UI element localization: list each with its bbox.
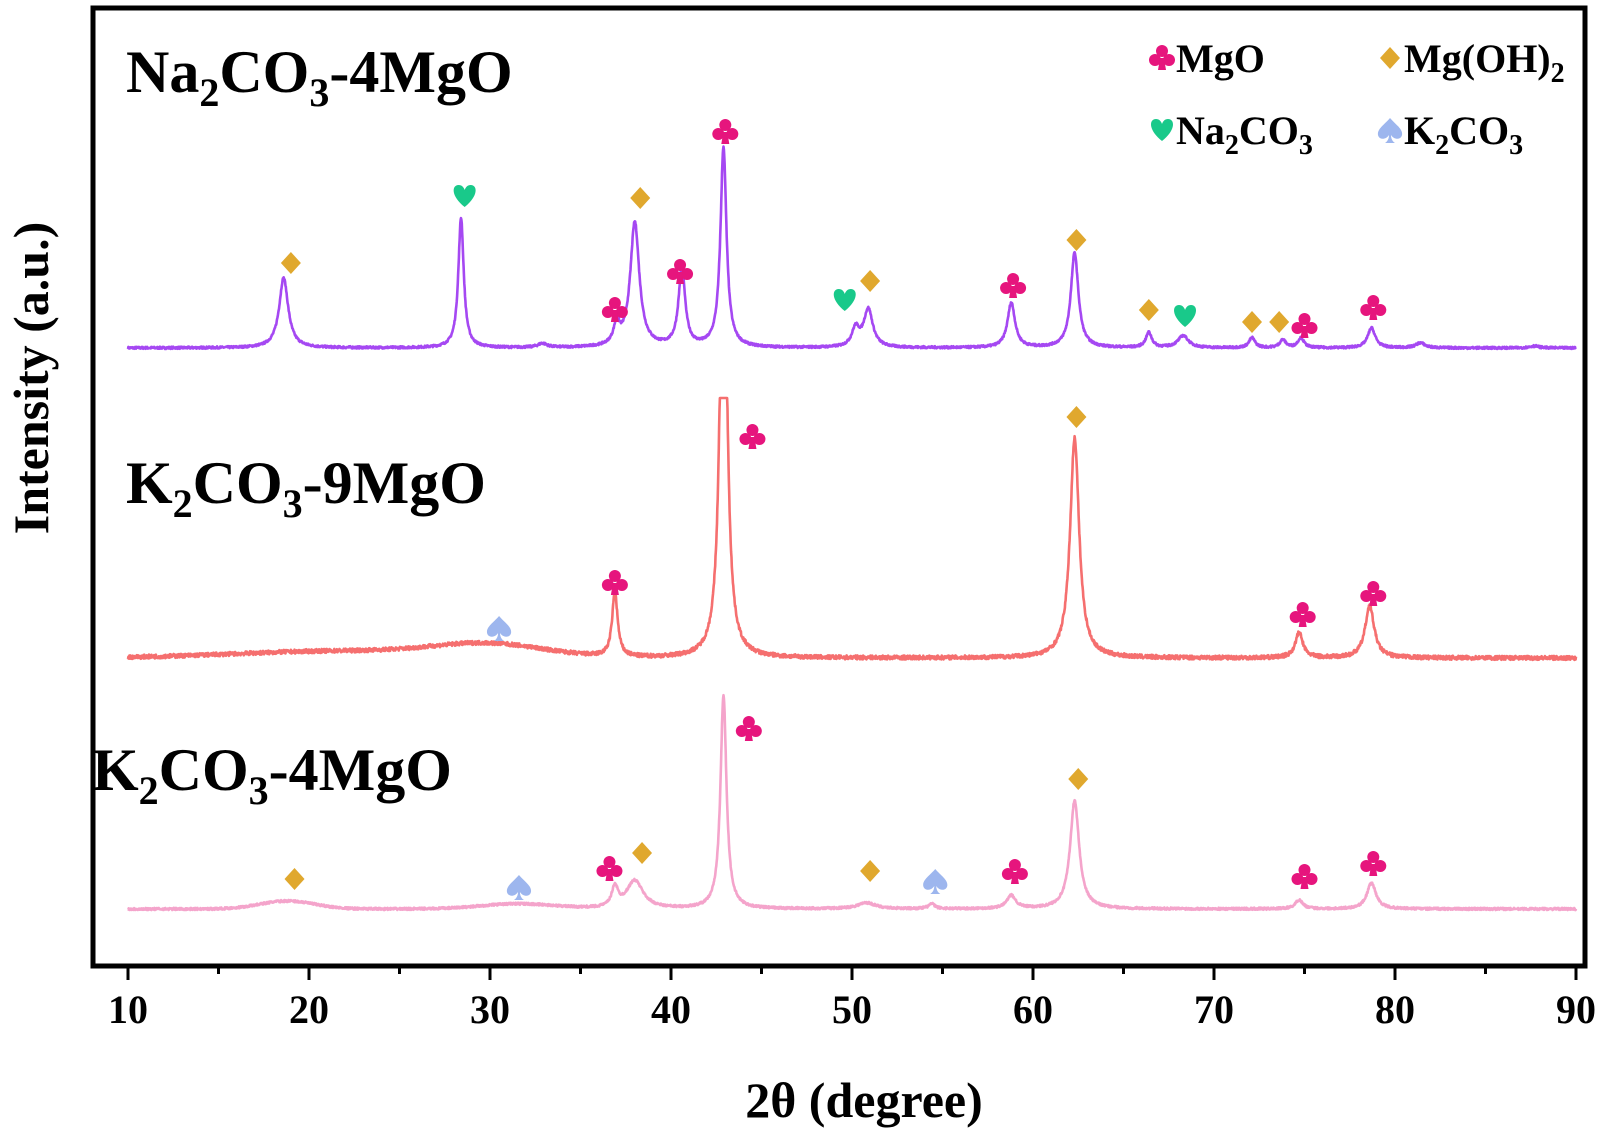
- x-tick-label: 90: [1556, 987, 1596, 1032]
- club-marker: [1001, 859, 1028, 884]
- x-tick-label: 60: [1013, 987, 1053, 1032]
- club-marker: [667, 259, 694, 284]
- club-marker: [1360, 295, 1387, 320]
- club-marker: [1291, 313, 1318, 338]
- diamond-marker: [860, 270, 881, 292]
- diamond-marker: [280, 252, 301, 274]
- x-axis: 10 20 30 40 50 60 70 80 90: [108, 966, 1596, 1032]
- legend-item-3: Na2CO3: [1151, 108, 1313, 161]
- diamond-marker: [1138, 299, 1159, 321]
- x-tick-label: 40: [651, 987, 691, 1032]
- spade-marker: [486, 616, 512, 641]
- traces-layer: [126, 145, 1578, 912]
- club-marker: [735, 716, 762, 741]
- diamond-marker: [632, 842, 653, 864]
- club-marker: [1360, 581, 1387, 606]
- club-marker: [1291, 864, 1318, 889]
- legend-label: MgO: [1176, 36, 1265, 81]
- legend-label: K2CO3: [1404, 108, 1523, 161]
- trace-series-3: [127, 693, 1578, 912]
- x-tick-label: 20: [289, 987, 329, 1032]
- heart-marker: [1174, 305, 1197, 327]
- spade-marker: [506, 875, 532, 900]
- diamond-marker: [860, 860, 881, 882]
- trace-series-2: [126, 396, 1578, 662]
- heart-marker: [453, 185, 476, 207]
- legend: MgO Mg(OH)2 Na2CO3 K2CO3: [1149, 36, 1565, 161]
- club-marker: [1289, 602, 1316, 627]
- spade-icon: [1377, 118, 1403, 143]
- legend-label: Na2CO3: [1176, 108, 1313, 161]
- club-marker: [1360, 851, 1387, 876]
- club-icon: [1149, 45, 1175, 70]
- x-tick-label: 50: [832, 987, 872, 1032]
- peak-markers-layer: [280, 119, 1387, 900]
- diamond-marker: [284, 868, 305, 890]
- sample-label-1: Na2CO3-4MgO: [126, 39, 513, 115]
- x-tick-label: 80: [1375, 987, 1415, 1032]
- x-tick-label: 30: [470, 987, 510, 1032]
- heart-marker: [833, 289, 856, 311]
- legend-label: Mg(OH)2: [1404, 36, 1565, 89]
- heart-icon: [1151, 119, 1173, 141]
- x-tick-label: 70: [1194, 987, 1234, 1032]
- diamond-marker: [1066, 406, 1087, 428]
- club-marker: [1000, 273, 1027, 298]
- club-marker: [596, 856, 623, 881]
- plot-frame: [90, 5, 1588, 969]
- y-axis-label: Intensity (a.u.): [3, 222, 59, 535]
- x-axis-label: 2θ (degree): [745, 1072, 983, 1128]
- diamond-marker: [1269, 311, 1290, 333]
- x-tick-label: 10: [108, 987, 148, 1032]
- sample-label-3: K2CO3-4MgO: [92, 737, 452, 813]
- legend-item-2: Mg(OH)2: [1380, 36, 1565, 89]
- diamond-icon: [1380, 47, 1400, 69]
- club-marker: [739, 424, 766, 449]
- diamond-marker: [1068, 768, 1089, 790]
- spade-marker: [923, 869, 948, 894]
- legend-item-1: MgO: [1149, 36, 1265, 81]
- legend-item-4: K2CO3: [1377, 108, 1523, 161]
- diamond-marker: [1242, 311, 1263, 333]
- trace-series-1: [126, 145, 1577, 351]
- diamond-marker: [1066, 229, 1087, 251]
- club-marker: [601, 297, 628, 322]
- club-marker: [601, 570, 628, 595]
- sample-labels-layer: Na2CO3-4MgO K2CO3-9MgO K2CO3-4MgO: [92, 39, 513, 813]
- diamond-marker: [630, 187, 651, 209]
- sample-label-2: K2CO3-9MgO: [126, 450, 486, 526]
- club-marker: [712, 119, 739, 144]
